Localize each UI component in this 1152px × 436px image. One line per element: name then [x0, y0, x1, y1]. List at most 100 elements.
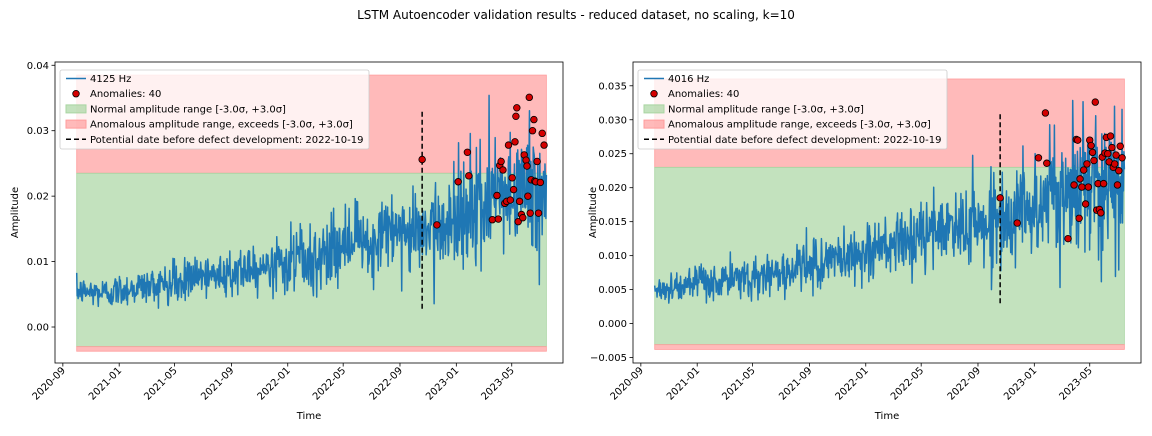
anomaly-point — [1118, 154, 1126, 162]
y-tick-label: 0.02 — [27, 192, 49, 203]
anomaly-point — [1116, 142, 1124, 150]
x-axis-label: Time — [296, 411, 321, 422]
x-tick-label: 2021-05 — [720, 365, 757, 402]
x-tick-label: 2021-09 — [199, 365, 236, 402]
left-chart: 0.00 0.01 0.02 0.03 0.04 2020-09 2021-01 2021-0… — [10, 61, 564, 422]
y-axis-label: Amplitude — [10, 187, 21, 238]
anomalous-range-lower-band — [654, 344, 1125, 350]
legend-normal-swatch — [65, 104, 87, 114]
anomaly-point — [1083, 160, 1091, 168]
anomaly-point — [533, 157, 541, 166]
anomaly-point — [1070, 181, 1078, 189]
legend-anomalous-swatch — [65, 119, 87, 129]
legend-label: Anomalies: 40 — [668, 89, 739, 100]
anomaly-point — [1087, 141, 1095, 150]
anomaly-point — [512, 112, 520, 121]
anomaly-point — [523, 162, 531, 170]
anomaly-point — [525, 93, 533, 102]
right-chart: −0.005 0.000 0.005 0.010 0.015 0.020 0.025 0.03… — [588, 61, 1142, 422]
x-tick-label: 2022-09 — [368, 365, 405, 402]
anomaly-point — [1090, 156, 1098, 165]
x-tick-label: 2022-05 — [311, 365, 348, 402]
legend-label: Anomalies: 40 — [90, 89, 161, 100]
y-tick-label: 0.035 — [598, 81, 627, 92]
axes-frame — [632, 61, 1142, 364]
anomaly-point — [509, 185, 518, 194]
x-tick-label: 2023-01 — [1002, 365, 1039, 402]
x-tick-label: 2022-09 — [946, 365, 983, 402]
legend-label: 4016 Hz — [668, 74, 709, 85]
x-tick-label: 2021-05 — [142, 365, 179, 402]
y-tick-label: 0.03 — [27, 126, 49, 137]
anomaly-point — [511, 138, 519, 146]
axes-frame — [54, 61, 564, 364]
y-tick-label: 0.00 — [27, 323, 49, 334]
anomaly-point — [1080, 166, 1088, 174]
legend-label: Normal amplitude range [-3.0σ, +3.0σ] — [668, 104, 864, 115]
y-tick-label: 0.025 — [598, 149, 627, 160]
y-tick-label: 0.020 — [598, 183, 627, 194]
legend: 4125 Hz Anomalies: 40 Normal amplitude ran… — [59, 69, 370, 150]
anomaly-point — [1104, 150, 1112, 158]
x-tick-label: 2022-01 — [834, 365, 871, 402]
anomaly-point — [519, 214, 527, 222]
legend-label: Anomalous amplitude range, exceeds [-3.0… — [668, 120, 931, 131]
anomaly-point — [494, 215, 503, 223]
y-tick-label: 0.01 — [27, 257, 49, 268]
anomalous-range-lower-band — [76, 346, 547, 352]
anomaly-point — [1113, 181, 1122, 189]
anomaly-point — [1078, 183, 1086, 191]
anomaly-point — [493, 191, 501, 200]
anomaly-point — [506, 196, 515, 204]
anomaly-point — [1081, 200, 1090, 208]
anomaly-point — [1075, 214, 1083, 222]
x-tick-label: 2022-01 — [256, 365, 293, 402]
x-tick-label: 2021-01 — [87, 365, 124, 402]
y-tick-label: 0.04 — [27, 61, 49, 72]
anomaly-point — [534, 209, 543, 217]
anomaly-point — [488, 215, 497, 224]
legend: 4016 Hz Anomalies: 40 Normal amplitude ran… — [637, 69, 948, 150]
anomaly-point — [530, 115, 538, 124]
anomaly-point — [1041, 109, 1050, 117]
anomaly-point — [1084, 183, 1093, 191]
legend-box — [59, 69, 370, 150]
signal-line — [653, 99, 1126, 304]
anomaly-point — [1112, 151, 1120, 159]
anomaly-point — [1108, 143, 1116, 152]
x-tick-label: 2021-01 — [665, 365, 702, 402]
anomaly-point — [1043, 159, 1051, 167]
anomaly-point — [1091, 98, 1099, 106]
anomaly-point — [1106, 132, 1115, 140]
y-tick-label: 0.000 — [598, 319, 627, 330]
y-axis-label: Amplitude — [588, 187, 599, 238]
anomaly-point — [528, 127, 537, 135]
y-tick-label: 0.030 — [598, 115, 627, 126]
anomaly-point — [463, 148, 472, 156]
legend-label: 4125 Hz — [90, 74, 131, 85]
anomaly-point — [508, 174, 516, 182]
y-tick-label: −0.005 — [590, 353, 627, 364]
figure-title: LSTM Autoencoder validation results - re… — [357, 8, 795, 22]
legend-marker-swatch — [72, 89, 80, 98]
anomaly-point — [524, 192, 532, 200]
legend-normal-swatch — [643, 104, 665, 114]
x-tick-label: 2023-01 — [424, 365, 461, 402]
anomaly-point — [1074, 136, 1082, 144]
legend-anomalous-swatch — [643, 119, 665, 129]
x-tick-label: 2020-09 — [609, 365, 646, 402]
anomaly-point — [526, 209, 534, 217]
anomaly-point — [1097, 209, 1105, 217]
anomaly-point — [418, 155, 426, 164]
anomaly-point — [1076, 175, 1084, 183]
legend-label: Anomalous amplitude range, exceeds [-3.0… — [90, 120, 353, 131]
anomaly-point — [1115, 167, 1123, 175]
y-tick-label: 0.010 — [598, 251, 627, 262]
anomaly-point — [514, 217, 522, 226]
y-tick-label: 0.005 — [598, 285, 627, 296]
anomaly-point — [538, 129, 546, 138]
signal-line — [75, 94, 548, 309]
anomaly-point — [454, 178, 462, 186]
